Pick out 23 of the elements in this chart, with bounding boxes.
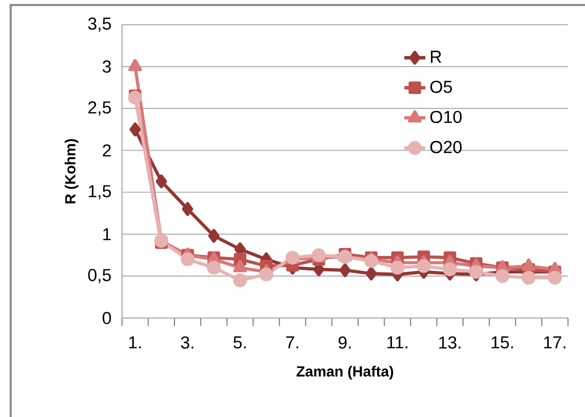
- x-tick-label: 15.: [492, 336, 513, 348]
- legend-label: O20: [430, 140, 462, 154]
- y-tick-label: 0: [102, 312, 111, 324]
- y-tick-label: 2: [102, 144, 111, 156]
- x-tick-label: 5.: [234, 336, 246, 348]
- y-tick-label: 0,5: [88, 268, 111, 284]
- x-tick-label: 1.: [129, 336, 141, 348]
- x-tick-label: 17.: [544, 336, 566, 348]
- y-tick-label: 3: [102, 60, 111, 73]
- legend-label: O10: [430, 110, 462, 124]
- x-tick-label: 7.: [286, 336, 298, 348]
- y-tick-label: 1,5: [88, 185, 111, 200]
- y-tick-label: 3,5: [88, 17, 111, 32]
- legend-label: O5: [430, 80, 452, 93]
- y-tick-label: 2,5: [88, 101, 111, 116]
- x-tick-label: 3.: [181, 336, 194, 349]
- y-tick-label: 1: [103, 228, 111, 240]
- x-axis-title: Zaman (Hafta): [296, 366, 394, 380]
- legend-label: R: [430, 50, 442, 63]
- x-tick-label: 9.: [338, 336, 351, 349]
- x-tick-label: 11.: [387, 336, 408, 348]
- x-tick-label: 13.: [439, 336, 460, 349]
- y-axis-title: R (Kohm): [64, 139, 78, 204]
